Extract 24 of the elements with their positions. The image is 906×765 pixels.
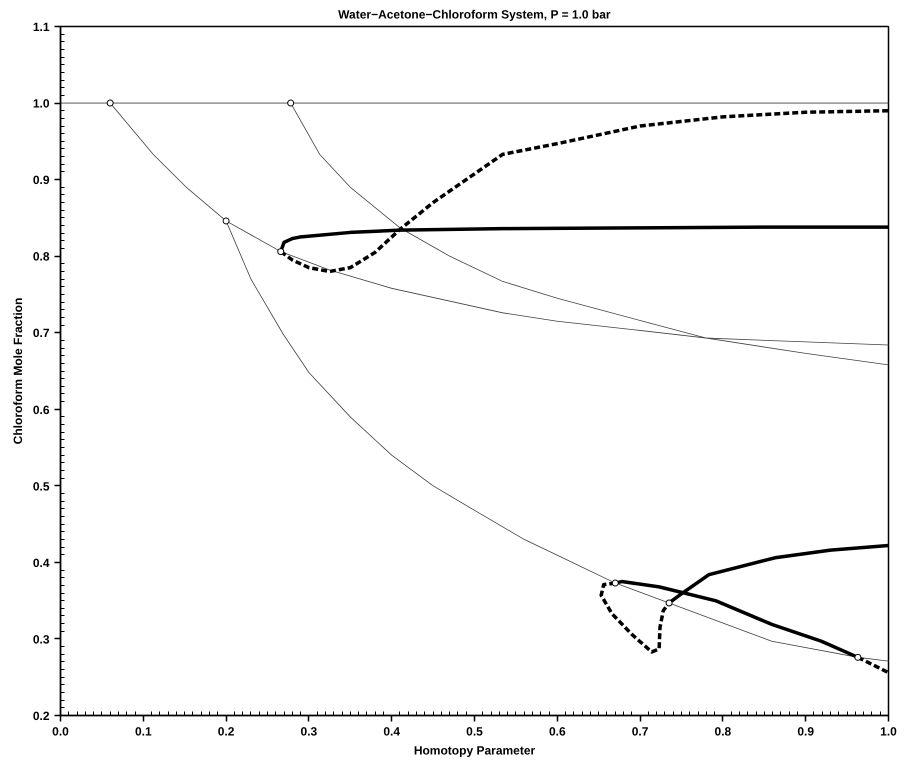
x-tick-label: 1.0: [880, 724, 898, 738]
y-tick-label: 0.9: [32, 173, 50, 188]
x-tick-label: 0.8: [714, 724, 732, 738]
y-tick-label: 1.0: [32, 96, 50, 111]
x-tick-label: 0.0: [52, 724, 70, 738]
x-axis-title: Homotopy Parameter: [414, 744, 536, 758]
x-tick-label: 0.4: [383, 724, 400, 738]
y-tick-label: 0.7: [32, 326, 50, 340]
x-tick-label: 0.2: [218, 724, 235, 738]
y-tick-label: 0.2: [32, 709, 50, 723]
x-tick-label: 0.7: [632, 724, 649, 738]
y-tick-label: 1.1: [32, 20, 50, 34]
x-tick-label: 0.9: [797, 724, 814, 738]
x-tick-label: 0.6: [548, 724, 566, 738]
x-tick-label: 0.3: [300, 724, 318, 738]
x-tick-label: 0.5: [466, 724, 484, 738]
chart-title: Water−Acetone−Chloroform System, P = 1.0 bar: [338, 8, 611, 22]
y-tick-label: 0.6: [32, 402, 50, 417]
y-tick-label: 0.8: [32, 250, 50, 264]
y-axis-title: Chloroform Mole Fraction: [10, 298, 25, 444]
x-tick-label: 0.1: [134, 724, 152, 738]
y-tick-label: 0.4: [32, 556, 50, 570]
y-tick-label: 0.5: [32, 479, 50, 494]
y-tick-label: 0.3: [32, 632, 50, 646]
